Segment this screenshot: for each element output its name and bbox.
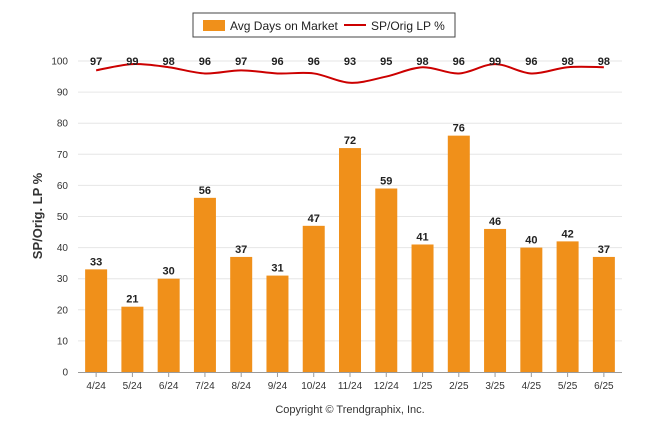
x-tick-label: 11/24 (338, 381, 363, 392)
y-tick-label: 70 (57, 150, 69, 161)
line-value-label: 96 (453, 56, 465, 68)
bar-value-label: 59 (380, 176, 392, 188)
line-value-label: 95 (380, 56, 392, 68)
y-tick-label: 20 (57, 305, 69, 316)
bar (85, 269, 108, 372)
x-tick-label: 5/25 (558, 381, 578, 392)
bar-value-label: 37 (598, 244, 610, 256)
x-tick-label: 12/24 (374, 381, 399, 392)
bar-value-label: 31 (271, 263, 283, 275)
y-tick-label: 40 (57, 243, 69, 254)
y-tick-label: 10 (57, 336, 69, 347)
y-axis-title: SP/Orig. LP % (30, 172, 45, 259)
legend-bar-swatch (203, 20, 225, 31)
line-value-label: 99 (126, 56, 138, 68)
bar (520, 247, 543, 372)
line-value-label: 97 (90, 56, 102, 68)
bar (556, 241, 579, 372)
bar-value-label: 47 (308, 213, 320, 225)
bar-value-label: 46 (489, 216, 501, 228)
y-tick-label: 0 (62, 368, 68, 379)
bar-value-label: 72 (344, 135, 356, 147)
x-tick-label: 1/25 (413, 381, 433, 392)
bar (157, 278, 180, 372)
series-line (95, 63, 604, 84)
bar (121, 306, 144, 372)
bar-value-label: 42 (561, 228, 573, 240)
x-tick-label: 4/25 (522, 381, 542, 392)
bar-value-label: 37 (235, 244, 247, 256)
y-tick-label: 30 (57, 274, 69, 285)
x-tick-label: 9/24 (268, 381, 288, 392)
x-tick-label: 7/24 (195, 381, 215, 392)
x-tick-label: 3/25 (485, 381, 505, 392)
line-value-label: 98 (598, 56, 610, 68)
legend-bar-label: Avg Days on Market (230, 19, 338, 33)
line-value-label: 96 (199, 56, 211, 68)
bar-value-label: 30 (163, 266, 175, 278)
y-tick-label: 60 (57, 181, 69, 192)
bar (230, 256, 253, 372)
bar-value-label: 41 (416, 231, 428, 243)
bar (447, 135, 470, 372)
y-tick-label: 90 (57, 88, 69, 99)
bar (375, 188, 398, 372)
legend-line-label: SP/Orig LP % (371, 19, 445, 33)
bar (411, 244, 434, 372)
x-tick-label: 6/25 (594, 381, 614, 392)
bar-value-label: 76 (453, 123, 465, 135)
y-tick-label: 50 (57, 212, 69, 223)
x-tick-label: 2/25 (449, 381, 469, 392)
y-tick-label: 100 (51, 57, 68, 68)
line-value-label: 98 (163, 56, 175, 68)
bar (484, 228, 507, 372)
line-value-label: 96 (525, 56, 537, 68)
bar (266, 275, 289, 372)
x-tick-label: 8/24 (231, 381, 251, 392)
legend-box (192, 12, 456, 38)
bar (592, 256, 615, 372)
bar-value-label: 40 (525, 235, 537, 247)
bar-value-label: 33 (90, 256, 102, 268)
line-value-label: 96 (308, 56, 320, 68)
bar-value-label: 21 (126, 294, 138, 306)
line-value-label: 99 (489, 56, 501, 68)
x-tick-label: 4/24 (86, 381, 106, 392)
line-value-label: 97 (235, 56, 247, 68)
x-tick-label: 10/24 (301, 381, 326, 392)
bar-value-label: 56 (199, 185, 211, 197)
bar (193, 197, 216, 372)
bar (302, 225, 325, 372)
bar (339, 148, 361, 372)
line-value-label: 98 (561, 56, 573, 68)
copyright-text: Copyright © Trendgraphix, Inc. (275, 404, 424, 416)
line-value-label: 98 (416, 56, 428, 68)
legend: Avg Days on Market SP/Orig LP % (192, 12, 456, 38)
x-tick-label: 6/24 (159, 381, 179, 392)
line-value-label: 93 (344, 56, 356, 68)
y-tick-label: 80 (57, 119, 69, 130)
line-value-label: 96 (271, 56, 283, 68)
x-tick-label: 5/24 (123, 381, 143, 392)
